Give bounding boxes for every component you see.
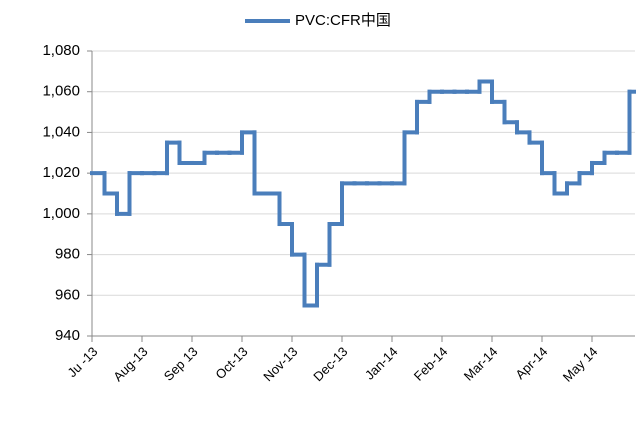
y-tick-label: 980 (55, 246, 80, 263)
x-tick-label: Sep 13 (161, 344, 201, 384)
y-tick-label: 960 (55, 286, 80, 303)
x-tick-label: Jan-14 (362, 344, 401, 383)
x-tick-label: Mar-14 (461, 344, 501, 384)
y-tick-label: 1,080 (42, 42, 80, 59)
y-tick-label: 940 (55, 327, 80, 344)
x-tick-label: Dec-13 (310, 344, 350, 384)
y-tick-label: 1,060 (42, 83, 80, 100)
x-tick-label: Aug-13 (110, 344, 150, 384)
x-tick-label: May 14 (560, 344, 601, 385)
x-tick-label: Nov-13 (260, 344, 300, 384)
y-tick-label: 1,040 (42, 123, 80, 140)
y-tick-label: 1,020 (42, 164, 80, 181)
legend-label: PVC:CFR中国 (295, 12, 391, 29)
x-tick-label: Oct-13 (212, 344, 250, 382)
x-tick-label: Feb-14 (411, 344, 451, 384)
y-tick-label: 1,000 (42, 205, 80, 222)
x-tick-label: Ju -13 (64, 344, 100, 380)
x-tick-label: Apr-14 (512, 344, 550, 382)
